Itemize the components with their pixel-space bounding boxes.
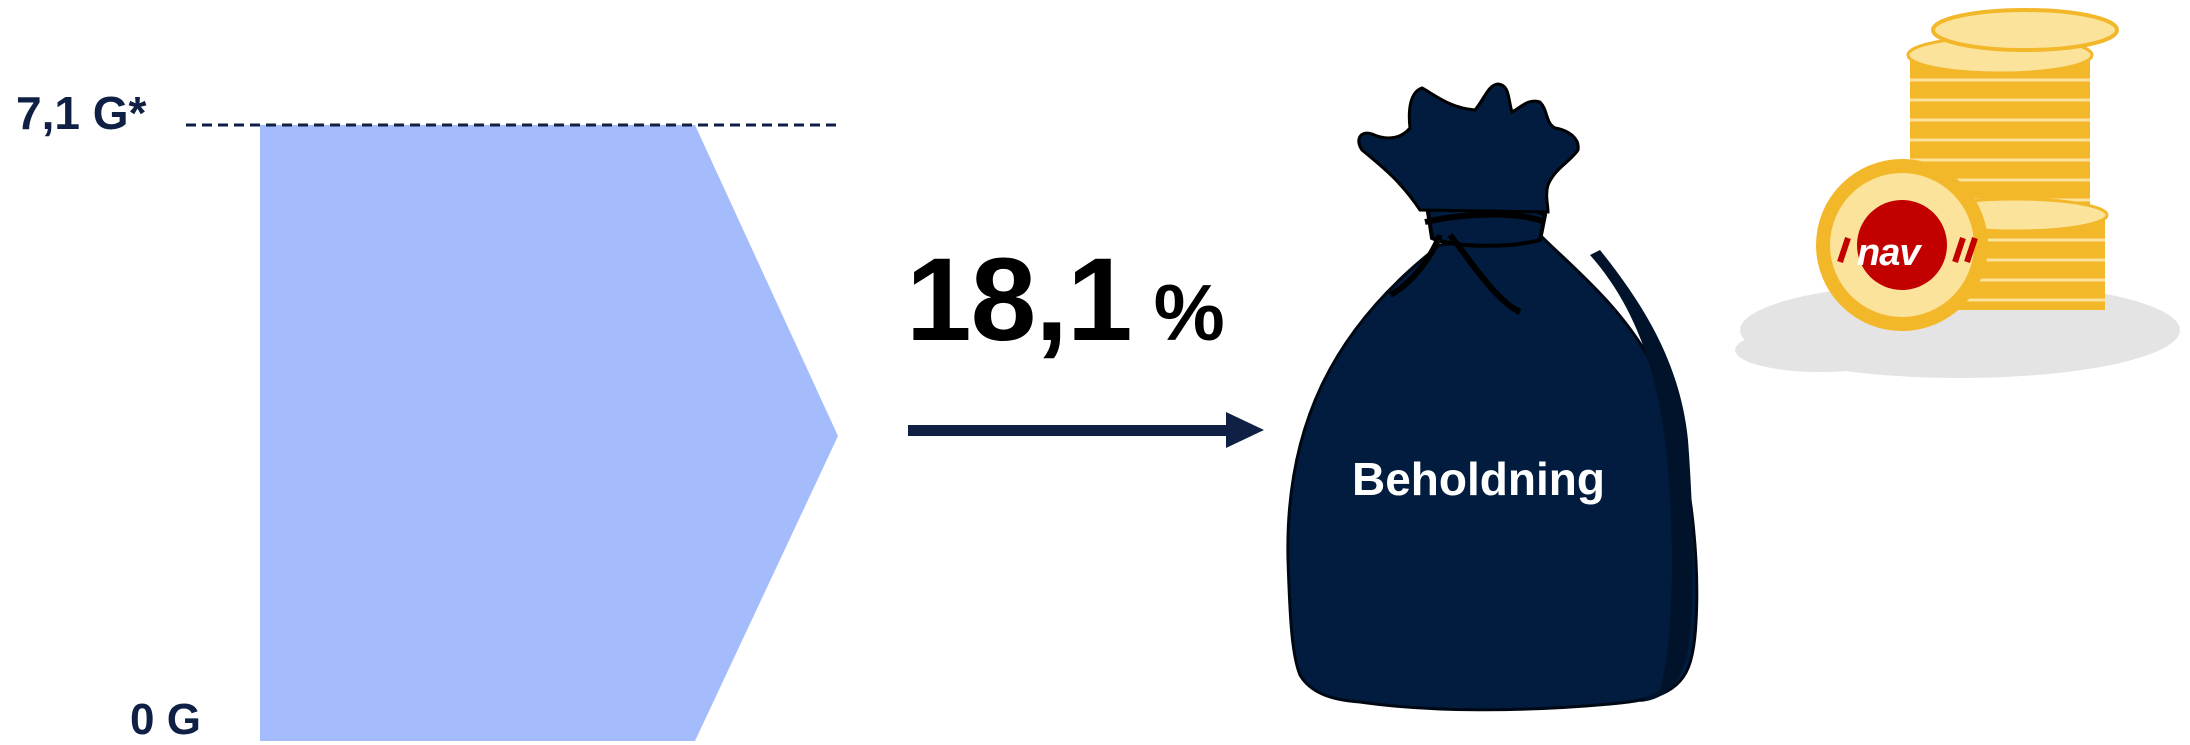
contribution-band bbox=[260, 125, 838, 741]
rate-unit: % bbox=[1153, 268, 1225, 357]
nav-logo-icon bbox=[1837, 200, 1978, 290]
nav-logo-text: nav bbox=[1857, 232, 1920, 274]
money-bag-icon bbox=[1286, 82, 1699, 712]
rate-display: 18,1% bbox=[906, 232, 1225, 368]
threshold-label: 7,1 G* bbox=[16, 87, 147, 139]
rate-value: 18,1 bbox=[906, 234, 1133, 366]
base-label: 0 G bbox=[130, 695, 201, 744]
arrow-right-icon bbox=[908, 412, 1264, 448]
coin-stack-icon bbox=[1735, 8, 2180, 378]
destination-label: Beholdning bbox=[1352, 453, 1605, 505]
